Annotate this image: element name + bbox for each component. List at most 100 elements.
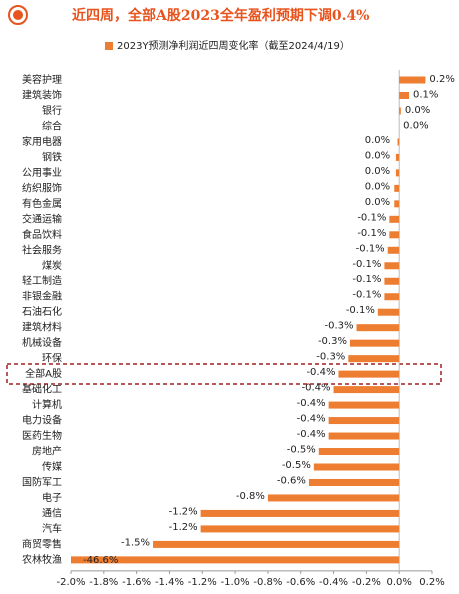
value-label: -1.5%: [121, 537, 150, 548]
x-tick-label: -1.2%: [188, 577, 217, 588]
x-tick-label: -1.4%: [155, 577, 184, 588]
bar: [338, 370, 400, 378]
y-tick-label: 环保: [42, 352, 62, 365]
x-tick-label: -2.0%: [56, 577, 85, 588]
value-label: -0.4%: [302, 383, 331, 394]
y-tick-label: 汽车: [42, 522, 62, 535]
y-tick-label: 农林牧渔: [22, 553, 62, 566]
value-label: 0.1%: [413, 89, 438, 100]
bar: [384, 262, 400, 270]
bar: [348, 355, 400, 363]
bar: [349, 339, 400, 347]
value-label: 0.0%: [365, 135, 390, 146]
value-label: -0.3%: [318, 336, 347, 347]
bar: [389, 231, 400, 239]
y-tick-label: 家用电器: [22, 135, 62, 148]
value-label: 0.2%: [429, 74, 454, 85]
y-tick-label: 社会服务: [22, 243, 62, 256]
value-label: -0.3%: [316, 352, 345, 363]
value-label: -0.1%: [356, 243, 385, 254]
y-tick-label: 非银金融: [22, 290, 62, 303]
bar: [267, 494, 400, 502]
y-tick-label: 交通运输: [22, 212, 62, 225]
y-tick-label: 煤炭: [42, 259, 62, 272]
y-tick-label: 全部A股: [25, 367, 62, 380]
title-icon-dot: [13, 10, 23, 20]
y-tick-label: 计算机: [32, 398, 62, 411]
x-tick-label: -0.6%: [286, 577, 315, 588]
bar: [399, 76, 426, 84]
y-tick-label: 食品饮料: [22, 228, 62, 241]
bar: [356, 324, 400, 332]
value-label: 0.0%: [405, 105, 430, 116]
x-tick-label: -1.6%: [122, 577, 151, 588]
y-tick-label: 银行: [42, 104, 62, 117]
title-icon: [8, 5, 28, 25]
bar: [397, 138, 400, 146]
bar: [313, 463, 400, 471]
y-tick-label: 钢铁: [42, 150, 62, 163]
x-tick-label: 0.0%: [386, 577, 411, 588]
value-label: -0.1%: [352, 274, 381, 285]
x-tick-label: -1.8%: [89, 577, 118, 588]
y-tick-label: 石油石化: [22, 305, 62, 318]
bar: [377, 308, 400, 316]
y-tick-label: 基础化工: [22, 383, 62, 396]
x-tick-label: -1.0%: [221, 577, 250, 588]
value-label: -0.6%: [277, 475, 306, 486]
x-tick-label: -0.4%: [319, 577, 348, 588]
y-tick-label: 公用事业: [22, 166, 62, 179]
chart-title: 近四周，全部A股2023全年盈利预期下调0.4%: [72, 7, 370, 24]
value-label: -0.1%: [352, 259, 381, 270]
bar: [395, 153, 400, 161]
bar: [399, 107, 401, 115]
y-tick-label: 通信: [42, 507, 62, 519]
y-tick-label: 综合: [42, 119, 62, 132]
y-tick-label: 房地产: [32, 445, 62, 458]
value-label: -0.5%: [287, 445, 316, 456]
value-label: -0.1%: [357, 228, 386, 239]
value-label: -0.5%: [282, 460, 311, 471]
bar: [384, 293, 400, 301]
y-tick-label: 国防军工: [22, 475, 62, 488]
y-tick-label: 建筑装饰: [22, 88, 62, 101]
value-label: -0.4%: [297, 414, 326, 425]
value-label: -0.1%: [346, 305, 375, 316]
bar: [394, 200, 400, 208]
y-tick-label: 有色金属: [22, 197, 62, 210]
highlight-box: [6, 363, 442, 385]
bar: [308, 478, 400, 486]
value-label: -0.1%: [352, 290, 381, 301]
bar: [384, 277, 400, 285]
y-tick-label: 机械设备: [22, 336, 62, 349]
value-label: -1.2%: [169, 522, 198, 533]
value-label: 0.0%: [365, 181, 390, 192]
x-tick-label: 0.2%: [419, 577, 444, 588]
x-tick-label: -0.2%: [352, 577, 381, 588]
bar: [333, 386, 400, 394]
x-tick-label: -0.8%: [253, 577, 282, 588]
bar: [394, 184, 400, 192]
value-label: 0.0%: [365, 197, 390, 208]
value-label: -0.4%: [297, 398, 326, 409]
bar: [318, 448, 400, 456]
value-label: 0.0%: [365, 150, 390, 161]
bar: [389, 215, 400, 223]
value-label: -0.1%: [357, 212, 386, 223]
bar: [387, 246, 400, 254]
bar: [395, 169, 400, 177]
y-tick-label: 商贸零售: [22, 537, 62, 550]
y-tick-label: 美容护理: [22, 73, 62, 86]
value-label: 0.0%: [403, 120, 428, 131]
bar: [200, 525, 400, 533]
legend-swatch: [105, 42, 113, 50]
bar: [399, 91, 410, 99]
y-tick-label: 轻工制造: [22, 274, 62, 287]
y-tick-label: 电子: [42, 491, 62, 504]
y-tick-label: 电力设备: [22, 414, 62, 427]
bar: [328, 401, 400, 409]
value-label: -0.4%: [306, 367, 335, 378]
bar: [153, 540, 400, 548]
value-label: -0.8%: [236, 491, 265, 502]
